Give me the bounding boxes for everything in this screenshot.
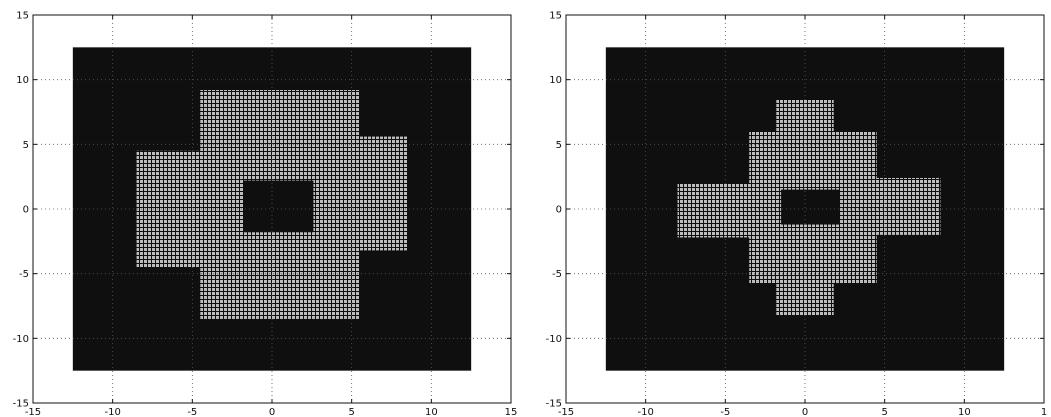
x-tick-label: -10 [637, 407, 653, 417]
y-tick-label: 0 [556, 205, 562, 216]
y-tick-label: -5 [552, 269, 562, 280]
y-tick-label: -10 [13, 334, 29, 345]
x-tick-label: -15 [25, 407, 41, 417]
y-tick-label: -10 [546, 334, 562, 345]
x-tick-label: 10 [425, 407, 438, 417]
center-hole [781, 189, 841, 225]
x-tick-label: 0 [269, 407, 275, 417]
pattern-region [677, 183, 796, 238]
y-tick-label: 15 [549, 11, 562, 22]
x-tick-label: -15 [558, 407, 574, 417]
x-tick-label: 15 [505, 407, 518, 417]
x-tick-label: 0 [802, 407, 808, 417]
x-tick-label: -5 [720, 407, 730, 417]
left-plot: -15 -10 -5 0 5 10 15 -15 -10 -5 0 5 10 15 [13, 11, 518, 417]
y-tick-label: -5 [19, 269, 29, 280]
x-tick-label: -10 [104, 407, 120, 417]
x-tick-label: 10 [958, 407, 971, 417]
x-tick-label: 5 [348, 407, 354, 417]
y-tick-label: 10 [549, 75, 562, 86]
y-tick-label: 15 [16, 11, 29, 22]
y-tick-label: 0 [23, 205, 29, 216]
y-tick-label: 5 [556, 140, 562, 151]
x-tick-label: 1 [1041, 407, 1047, 417]
center-hole [243, 180, 314, 233]
y-tick-label: 10 [16, 75, 29, 86]
y-tick-label: -15 [546, 399, 562, 410]
x-tick-label: -5 [187, 407, 197, 417]
y-tick-label: -15 [13, 399, 29, 410]
y-tick-label: 5 [23, 140, 29, 151]
pattern-region [840, 177, 941, 235]
right-plot: -15 -10 -5 0 5 10 1 -15 -10 -5 0 5 10 15 [546, 11, 1048, 417]
x-tick-label: 5 [881, 407, 887, 417]
